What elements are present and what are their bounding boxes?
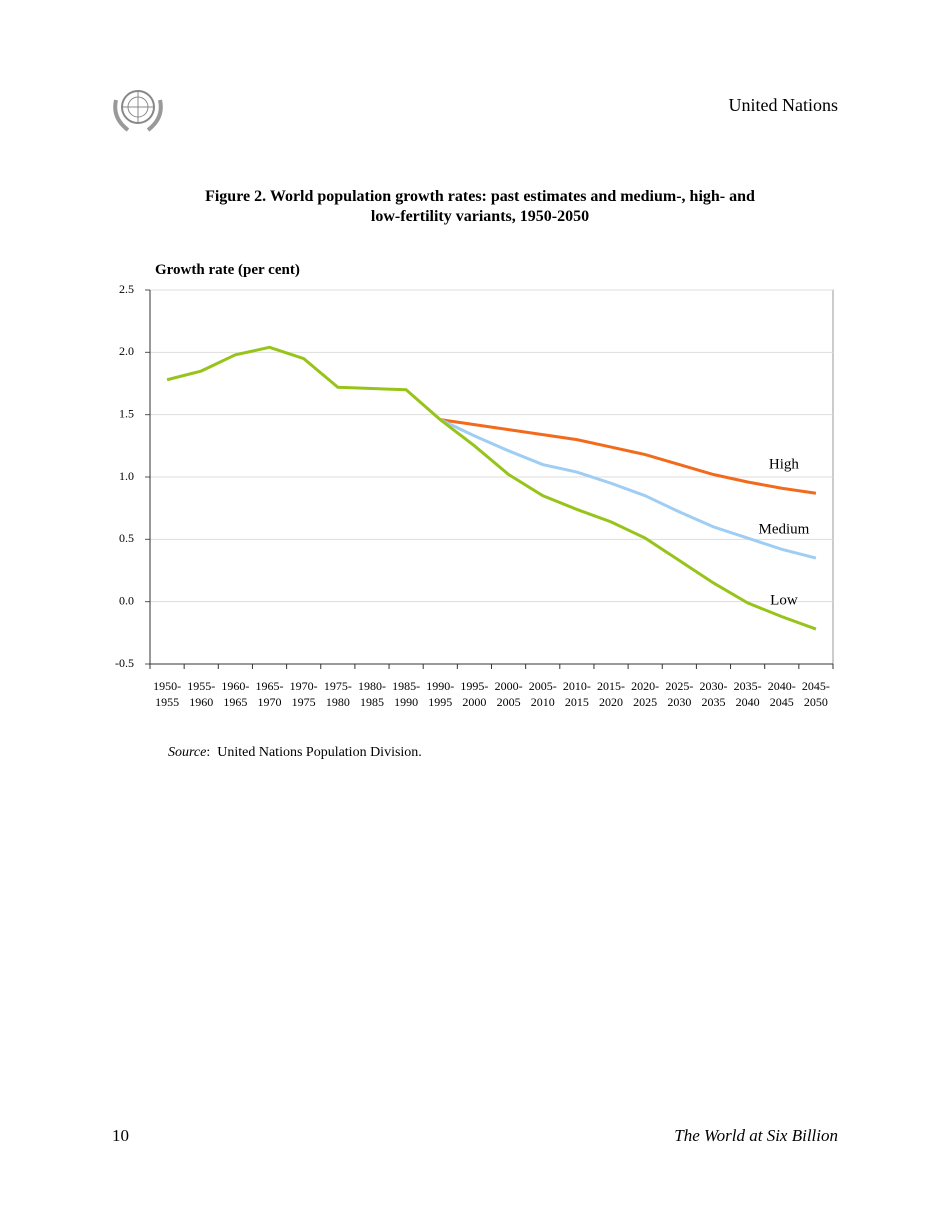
series-label: Low <box>770 593 798 609</box>
series-label: High <box>769 457 800 473</box>
x-tick-label: 2000-2005 <box>494 679 523 709</box>
un-logo <box>113 90 163 132</box>
x-tick-label: 2030-2035 <box>699 679 728 709</box>
x-tick-label: 2035-2040 <box>733 679 762 709</box>
y-tick-label: 1.5 <box>119 406 134 420</box>
x-tick-label: 1955-1960 <box>187 679 216 709</box>
x-tick-label: 2025-2030 <box>665 679 694 709</box>
series-line <box>440 418 817 495</box>
series-label: Medium <box>759 521 810 537</box>
chart-title: Figure 2. World population growth rates:… <box>205 188 755 225</box>
x-tick-label: 1970-1975 <box>289 679 318 709</box>
x-tick-label: 1960-1965 <box>221 679 250 709</box>
x-tick-label: 1990-1995 <box>426 679 455 709</box>
y-tick-label: 1.0 <box>119 469 134 483</box>
y-axis-label: Growth rate (per cent) <box>155 262 300 278</box>
x-tick-label: 1965-1970 <box>255 679 284 709</box>
x-tick-label: 1950-1955 <box>153 679 182 709</box>
x-tick-label: 2040-2045 <box>767 679 796 709</box>
book-title: The World at Six Billion <box>674 1126 838 1145</box>
x-tick-label: 1975-1980 <box>323 679 352 709</box>
y-tick-label: 2.0 <box>119 344 134 358</box>
header-org: United Nations <box>728 95 839 115</box>
x-tick-label: 2005-2010 <box>528 679 557 709</box>
x-tick-label: 1980-1985 <box>357 679 386 709</box>
source-label: Source <box>168 745 207 760</box>
x-tick-label: 2015-2020 <box>597 679 626 709</box>
series-line <box>166 345 817 631</box>
y-tick-label: 0.5 <box>119 531 134 545</box>
x-tick-label: 1995-2000 <box>460 679 489 709</box>
x-tick-label: 2045-2050 <box>801 679 830 709</box>
page-number: 10 <box>112 1126 129 1145</box>
source-note: Source: United Nations Population Divisi… <box>168 745 422 761</box>
x-tick-label: 2020-2025 <box>631 679 660 709</box>
y-tick-label: -0.5 <box>115 656 134 670</box>
x-tick-label: 1985-1990 <box>392 679 421 709</box>
x-tick-label: 2010-2015 <box>562 679 591 709</box>
y-tick-label: 0.0 <box>119 593 134 607</box>
source-text: : United Nations Population Division. <box>206 745 422 760</box>
series-line <box>439 418 817 560</box>
y-tick-label: 2.5 <box>119 282 134 296</box>
